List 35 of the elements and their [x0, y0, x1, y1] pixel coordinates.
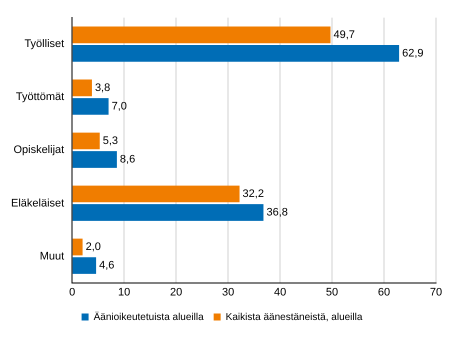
data-label: 62,9	[402, 47, 424, 60]
data-label: 7,0	[112, 100, 127, 112]
bar	[72, 257, 96, 274]
bar	[72, 80, 92, 96]
x-tick-label: 40	[274, 286, 286, 298]
bar	[72, 132, 100, 150]
bar	[72, 151, 117, 168]
x-tick-label: 70	[430, 286, 442, 298]
x-tick-label: 0	[69, 286, 76, 298]
legend-label: Äänioikeutetuista alueilla	[94, 310, 204, 323]
data-label: 5,3	[102, 134, 118, 147]
y-tick-label: Eläkeläiset	[10, 197, 64, 210]
bar	[72, 238, 83, 256]
data-label: 8,6	[120, 154, 136, 166]
data-label: 4,6	[99, 260, 114, 272]
data-label: 49,7	[333, 28, 355, 41]
bar	[72, 186, 240, 202]
bar	[72, 26, 330, 44]
y-tick-label: Työttömät	[16, 91, 64, 104]
x-tick-label: 10	[118, 286, 130, 298]
bar	[72, 98, 109, 115]
data-label: 36,8	[266, 206, 288, 219]
x-tick-label: 50	[326, 286, 338, 298]
y-tick-label: Opiskelijat	[13, 144, 64, 156]
data-label: 32,2	[242, 188, 264, 200]
bar	[72, 204, 264, 221]
bar	[72, 45, 400, 62]
data-label: 3,8	[94, 82, 110, 94]
y-tick-label: Muut	[40, 250, 64, 262]
x-tick-label: 20	[170, 286, 182, 298]
y-tick-label: Työlliset	[24, 38, 64, 50]
x-tick-label: 60	[378, 286, 390, 298]
legend-label: Kaikista äänestäneistä, alueilla	[226, 312, 363, 323]
x-tick-label: 30	[222, 286, 234, 298]
data-label: 2,0	[86, 241, 101, 254]
